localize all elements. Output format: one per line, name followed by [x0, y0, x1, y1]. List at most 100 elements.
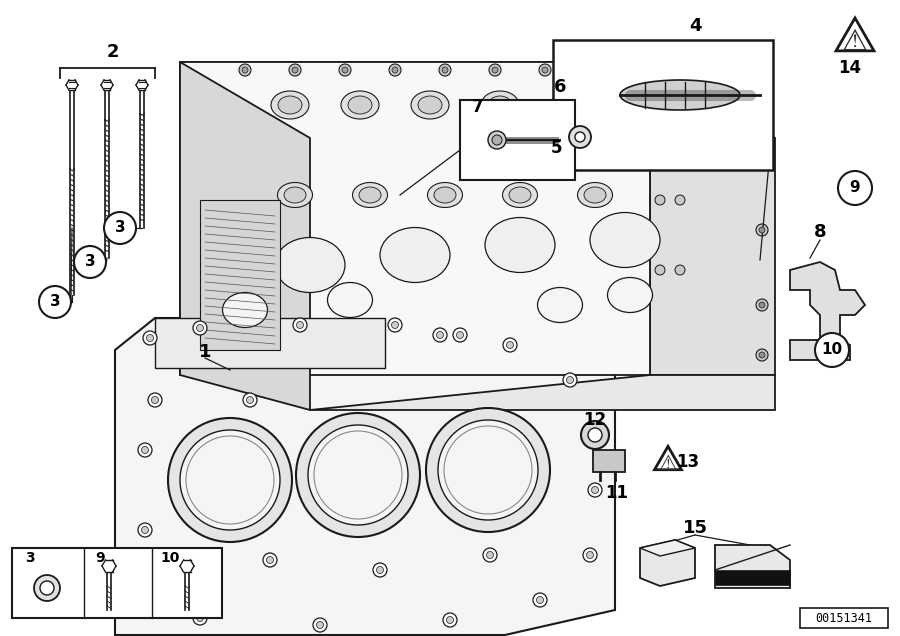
Circle shape — [533, 593, 547, 607]
Circle shape — [446, 616, 454, 623]
Ellipse shape — [558, 96, 582, 114]
Circle shape — [339, 64, 351, 76]
Circle shape — [439, 64, 451, 76]
Circle shape — [759, 302, 765, 308]
Circle shape — [756, 224, 768, 236]
Circle shape — [289, 64, 301, 76]
Circle shape — [838, 171, 872, 205]
Text: 2: 2 — [107, 43, 119, 61]
Ellipse shape — [275, 237, 345, 293]
Circle shape — [239, 64, 251, 76]
Circle shape — [292, 67, 298, 73]
Circle shape — [536, 597, 544, 604]
Circle shape — [148, 393, 162, 407]
Circle shape — [143, 331, 157, 345]
Ellipse shape — [578, 183, 613, 207]
Circle shape — [392, 322, 399, 329]
Text: 10: 10 — [822, 343, 842, 357]
Circle shape — [196, 614, 203, 621]
Ellipse shape — [620, 80, 740, 110]
Circle shape — [542, 67, 548, 73]
Text: 14: 14 — [839, 59, 861, 77]
Text: 3: 3 — [114, 221, 125, 235]
Circle shape — [675, 125, 685, 135]
Text: 3: 3 — [50, 294, 60, 310]
Ellipse shape — [590, 212, 660, 268]
Circle shape — [193, 321, 207, 335]
Circle shape — [296, 413, 420, 537]
FancyBboxPatch shape — [460, 100, 575, 180]
Circle shape — [655, 125, 665, 135]
Circle shape — [759, 157, 765, 163]
Circle shape — [296, 322, 303, 329]
Circle shape — [168, 418, 292, 542]
Polygon shape — [715, 545, 790, 588]
Circle shape — [243, 393, 257, 407]
Text: 11: 11 — [606, 484, 628, 502]
Circle shape — [539, 64, 551, 76]
Circle shape — [583, 548, 597, 562]
Circle shape — [151, 586, 158, 593]
Circle shape — [266, 556, 274, 563]
Ellipse shape — [569, 126, 591, 148]
Text: 1: 1 — [199, 343, 212, 361]
Polygon shape — [790, 262, 865, 360]
Ellipse shape — [488, 96, 512, 114]
Circle shape — [388, 318, 402, 332]
Polygon shape — [155, 318, 385, 368]
Text: 10: 10 — [160, 551, 180, 565]
Text: ⚠: ⚠ — [659, 454, 677, 474]
Polygon shape — [650, 62, 775, 375]
Ellipse shape — [359, 187, 381, 203]
Ellipse shape — [271, 91, 309, 119]
Circle shape — [756, 299, 768, 311]
Circle shape — [151, 396, 158, 403]
Circle shape — [563, 373, 577, 387]
Polygon shape — [640, 540, 695, 556]
Ellipse shape — [278, 96, 302, 114]
Text: 3: 3 — [85, 254, 95, 270]
Circle shape — [583, 423, 597, 437]
Circle shape — [589, 64, 601, 76]
Circle shape — [392, 67, 398, 73]
Circle shape — [317, 621, 323, 628]
Ellipse shape — [537, 287, 582, 322]
Circle shape — [756, 349, 768, 361]
Ellipse shape — [575, 132, 585, 142]
Circle shape — [442, 67, 448, 73]
FancyBboxPatch shape — [553, 40, 773, 170]
Circle shape — [634, 64, 646, 76]
Circle shape — [433, 328, 447, 342]
Ellipse shape — [608, 277, 652, 312]
Circle shape — [456, 331, 464, 338]
Circle shape — [141, 446, 149, 453]
Text: ⚠: ⚠ — [842, 28, 868, 56]
Circle shape — [196, 324, 203, 331]
Circle shape — [342, 67, 348, 73]
Circle shape — [489, 64, 501, 76]
Polygon shape — [180, 62, 310, 410]
Circle shape — [104, 212, 136, 244]
Circle shape — [581, 421, 609, 449]
Ellipse shape — [353, 183, 388, 207]
Circle shape — [376, 567, 383, 574]
Circle shape — [141, 527, 149, 534]
Circle shape — [242, 67, 248, 73]
Circle shape — [815, 333, 849, 367]
Circle shape — [39, 286, 71, 318]
Text: 3: 3 — [25, 551, 35, 565]
Polygon shape — [310, 375, 775, 410]
Circle shape — [308, 425, 408, 525]
Polygon shape — [115, 318, 615, 635]
Circle shape — [655, 265, 665, 275]
Circle shape — [675, 265, 685, 275]
Circle shape — [438, 420, 538, 520]
Ellipse shape — [434, 187, 456, 203]
Circle shape — [313, 618, 327, 632]
Text: 15: 15 — [682, 519, 707, 537]
Ellipse shape — [481, 91, 519, 119]
Ellipse shape — [509, 187, 531, 203]
Ellipse shape — [418, 96, 442, 114]
Circle shape — [180, 430, 280, 530]
Ellipse shape — [277, 183, 312, 207]
